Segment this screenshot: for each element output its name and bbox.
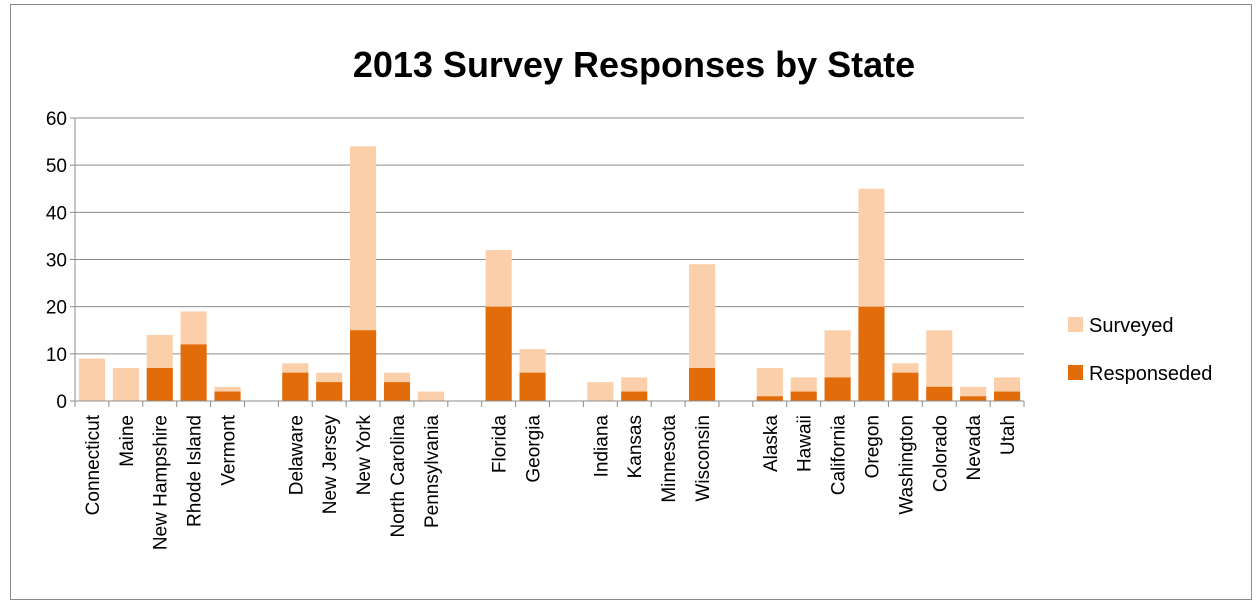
bar-responded [960,396,987,401]
bar-responded [892,372,919,401]
bar-responded [282,372,309,401]
bar-surveyed [756,367,783,401]
legend-label: Responseded [1089,363,1212,385]
x-tick-label: Minnesota [659,415,680,503]
bar-responded [926,386,953,401]
bar-responded [756,396,783,401]
bar-surveyed [112,367,139,401]
x-tick-label: Wisconsin [693,415,714,502]
x-tick-label: Delaware [286,415,307,495]
axes [70,117,1025,407]
y-tick-label: 40 [46,203,67,224]
bar-responded [350,330,377,401]
x-tick-label: Maine [117,415,138,467]
bars [78,146,1021,401]
bar-responded [316,382,343,401]
y-tick-label: 30 [46,251,67,272]
x-tick-label: Nevada [964,415,985,481]
bar-responded [146,367,173,401]
y-tick-label: 10 [46,345,67,366]
x-tick-label: Georgia [524,415,545,483]
bar-responded [621,391,648,401]
x-tick-label: Indiana [591,415,612,478]
y-tick-label: 60 [46,109,67,130]
x-tick-label: Rhode Island [185,415,206,527]
x-tick-label: New Jersey [320,415,341,515]
x-tick-label: New Hampshire [151,415,172,550]
legend-swatch [1068,317,1083,332]
y-tick-label: 0 [56,392,67,413]
legend-label: Surveyed [1089,315,1174,337]
x-tick-label: Oregon [862,415,883,478]
chart-title: 2013 Survey Responses by State [353,44,915,85]
x-tick-label: Pennsylvania [422,415,443,528]
y-tick-label: 50 [46,156,67,177]
bar-responded [383,382,411,401]
legend: Surveyed Responseded [1068,315,1212,385]
x-tick-label: North Carolina [388,415,409,538]
bar-surveyed [78,358,105,401]
y-axis-ticks: 0 10 20 30 40 50 60 [46,109,67,413]
bar-surveyed [417,391,444,401]
x-axis-ticks: Connecticut Maine New Hampshire Rhode Islan… [83,414,1019,550]
bar-responded [485,306,512,401]
bar-surveyed [587,382,614,401]
bar-responded [824,377,851,401]
bar-responded [994,391,1021,401]
x-tick-label: Alaska [761,415,782,472]
bar-responded [790,391,817,401]
x-tick-label: Kansas [625,415,646,478]
bar-responded [519,372,546,401]
bar-responded [180,344,207,401]
x-tick-label: Vermont [219,414,240,485]
x-tick-label: California [829,415,850,496]
y-tick-label: 20 [46,298,67,319]
bar-responded [688,367,716,401]
bar-responded [858,306,885,401]
chart-frame: 2013 Survey Responses by State 0 10 20 30 40… [10,4,1252,600]
x-tick-label: Utah [998,415,1019,455]
x-tick-label: Connecticut [83,414,104,515]
x-tick-label: Washington [896,415,917,515]
chart-svg: 2013 Survey Responses by State 0 10 20 30 40… [46,44,1213,550]
legend-swatch [1068,365,1083,380]
x-tick-label: Hawaii [795,415,816,472]
bar-responded [214,391,241,401]
x-tick-label: Florida [490,415,511,474]
x-tick-label: New York [354,415,375,496]
x-tick-label: Colorado [930,415,951,492]
